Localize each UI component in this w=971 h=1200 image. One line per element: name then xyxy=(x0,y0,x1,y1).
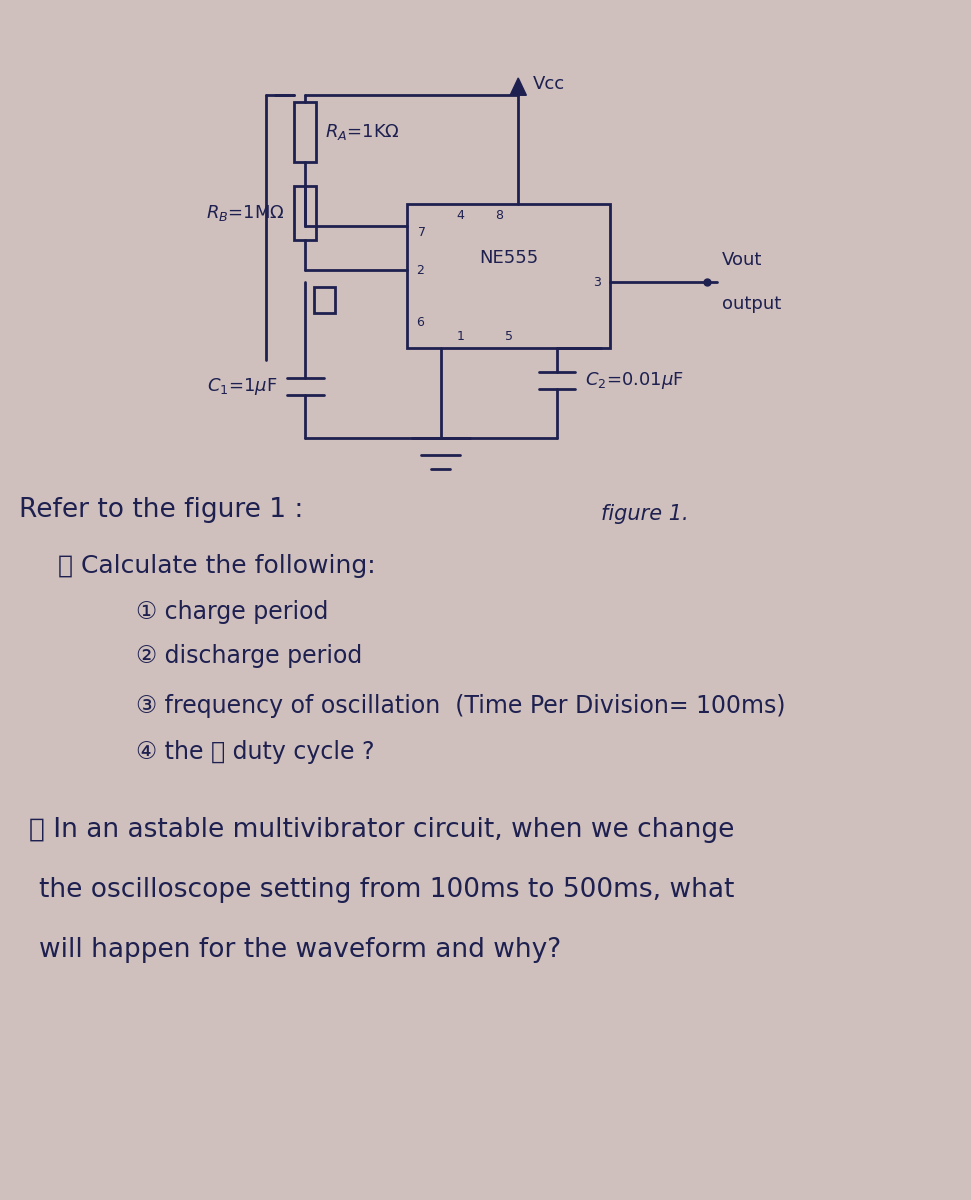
Text: 2: 2 xyxy=(417,264,424,276)
Text: 8: 8 xyxy=(495,209,503,222)
Text: ③ frequency of oscillation  (Time Per Division= 100ms): ③ frequency of oscillation (Time Per Div… xyxy=(136,694,786,718)
Text: 6: 6 xyxy=(417,316,424,329)
Text: 3: 3 xyxy=(592,276,601,288)
Text: ⓐ Calculate the following:: ⓐ Calculate the following: xyxy=(58,554,376,578)
Text: $C_1$=1$\mu$F: $C_1$=1$\mu$F xyxy=(207,376,277,397)
Bar xyxy=(407,204,610,348)
Text: 4: 4 xyxy=(456,209,464,222)
Text: Vout: Vout xyxy=(721,251,762,269)
Text: ① charge period: ① charge period xyxy=(136,600,328,624)
Text: 7: 7 xyxy=(419,226,426,239)
Text: figure 1.: figure 1. xyxy=(601,504,688,524)
Text: output: output xyxy=(721,294,781,312)
Text: $R_A$=1K$\Omega$: $R_A$=1K$\Omega$ xyxy=(325,122,400,142)
Text: will happen for the waveform and why?: will happen for the waveform and why? xyxy=(39,937,561,964)
Bar xyxy=(294,102,316,162)
Text: ② discharge period: ② discharge period xyxy=(136,644,362,668)
Text: Ⓑ In an astable multivibrator circuit, when we change: Ⓑ In an astable multivibrator circuit, w… xyxy=(29,817,734,844)
Text: Vcc: Vcc xyxy=(533,74,565,92)
Text: NE555: NE555 xyxy=(479,248,538,266)
Text: $C_2$=0.01$\mu$F: $C_2$=0.01$\mu$F xyxy=(586,370,684,391)
Text: $R_B$=1M$\Omega$: $R_B$=1M$\Omega$ xyxy=(206,203,285,223)
Text: 1: 1 xyxy=(456,330,464,343)
Polygon shape xyxy=(510,78,526,95)
Text: 5: 5 xyxy=(505,330,513,343)
Text: Refer to the figure 1 :: Refer to the figure 1 : xyxy=(19,497,304,523)
Text: the oscilloscope setting from 100ms to 500ms, what: the oscilloscope setting from 100ms to 5… xyxy=(39,877,734,904)
Bar xyxy=(314,287,335,313)
Bar xyxy=(294,186,316,240)
Text: ④ the ⷱ duty cycle ?: ④ the ⷱ duty cycle ? xyxy=(136,740,374,764)
